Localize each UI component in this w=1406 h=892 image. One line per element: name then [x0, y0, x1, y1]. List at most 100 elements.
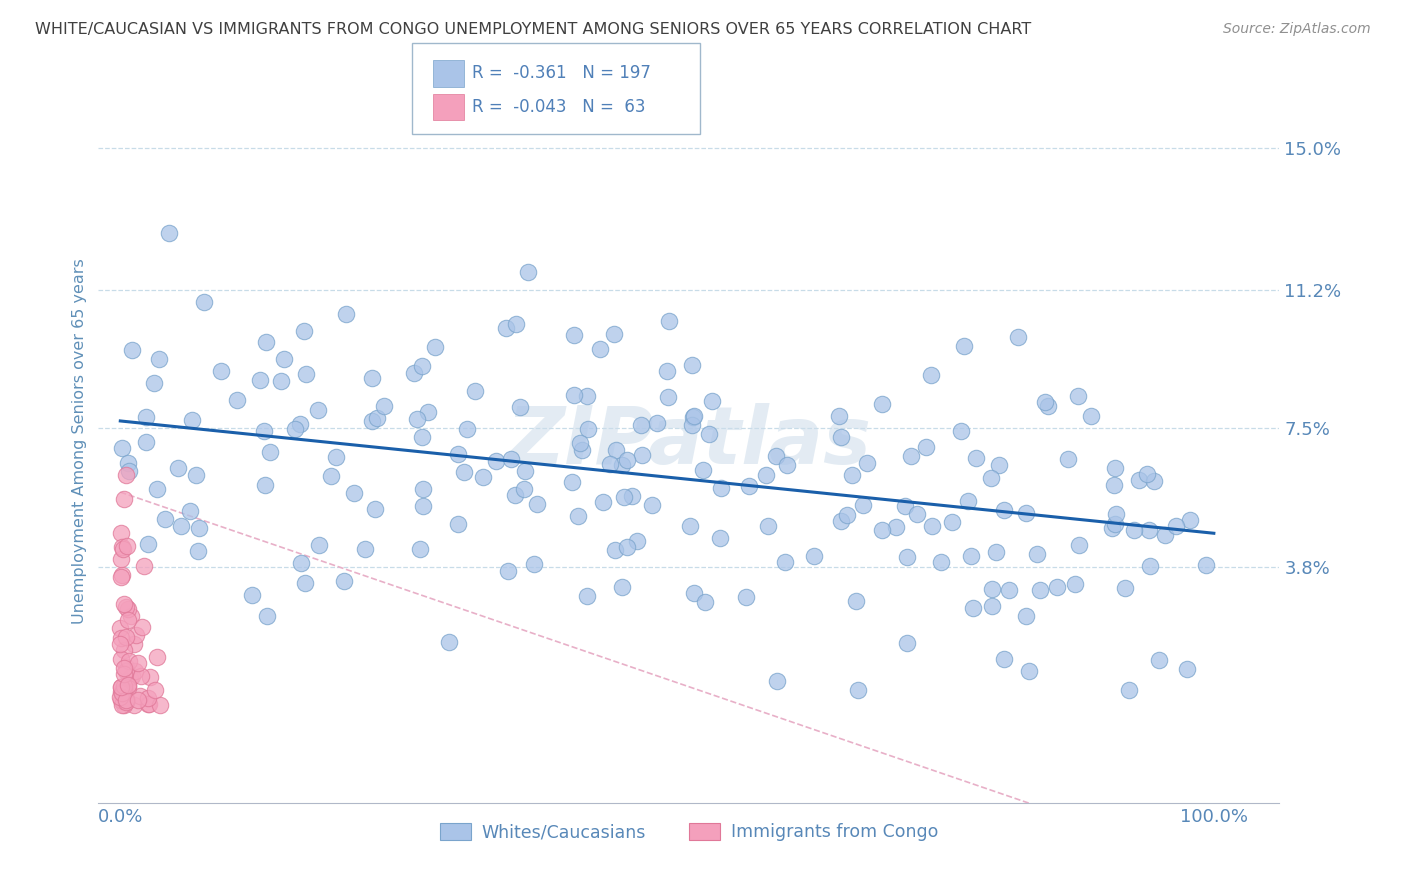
Point	[142, 376, 165, 390]
Point	[776, 458, 799, 473]
Point	[117, 678, 139, 692]
Point	[773, 555, 796, 569]
Point	[1015, 506, 1038, 520]
Point	[513, 483, 536, 497]
Point	[146, 650, 169, 665]
Point	[138, 670, 160, 684]
Point	[402, 366, 425, 380]
Point	[111, 568, 134, 582]
Point	[1136, 467, 1159, 481]
Point	[828, 409, 851, 424]
Point	[709, 531, 731, 545]
Text: R =  -0.361   N = 197: R = -0.361 N = 197	[472, 64, 651, 82]
Point	[1139, 559, 1161, 574]
Point	[121, 343, 143, 357]
Point	[516, 265, 538, 279]
Point	[645, 417, 668, 431]
Point	[131, 620, 153, 634]
Legend: Whites/Caucasians, Immigrants from Congo: Whites/Caucasians, Immigrants from Congo	[433, 816, 945, 848]
Point	[254, 334, 277, 349]
Point	[702, 394, 724, 409]
Point	[132, 558, 155, 573]
Point	[110, 690, 132, 705]
Point	[115, 599, 138, 614]
Point	[148, 352, 170, 367]
Point	[110, 686, 132, 700]
Point	[117, 456, 139, 470]
Point	[110, 637, 132, 651]
Point	[110, 685, 132, 699]
Point	[112, 597, 135, 611]
Point	[110, 681, 132, 695]
Point	[1128, 473, 1150, 487]
Point	[561, 475, 583, 489]
Point	[1149, 652, 1171, 666]
Point	[273, 352, 295, 367]
Point	[118, 654, 141, 668]
Point	[1178, 513, 1201, 527]
Point	[681, 417, 703, 432]
Point	[411, 359, 433, 373]
Point	[605, 442, 627, 457]
Point	[896, 636, 918, 650]
Point	[1122, 523, 1144, 537]
Point	[1104, 477, 1126, 491]
Point	[884, 520, 907, 534]
Point	[124, 664, 146, 678]
Point	[335, 307, 357, 321]
Point	[1063, 577, 1085, 591]
Point	[110, 631, 132, 645]
Point	[167, 460, 190, 475]
Point	[290, 556, 312, 570]
Point	[929, 555, 952, 569]
Point	[292, 324, 315, 338]
Point	[1007, 330, 1029, 344]
Point	[143, 683, 166, 698]
Point	[1046, 580, 1069, 594]
Point	[117, 679, 139, 693]
Point	[949, 424, 972, 438]
Point	[993, 652, 1015, 666]
Point	[592, 495, 614, 509]
Point	[980, 599, 1002, 614]
Point	[658, 314, 681, 328]
Point	[1104, 460, 1126, 475]
Point	[626, 534, 648, 549]
Point	[294, 576, 316, 591]
Point	[603, 542, 626, 557]
Point	[111, 698, 134, 713]
Point	[121, 669, 143, 683]
Point	[373, 400, 395, 414]
Point	[1175, 662, 1198, 676]
Point	[127, 692, 149, 706]
Point	[270, 374, 292, 388]
Point	[170, 518, 193, 533]
Point	[682, 410, 704, 425]
Point	[118, 464, 141, 478]
Point	[406, 411, 429, 425]
Text: Source: ZipAtlas.com: Source: ZipAtlas.com	[1223, 22, 1371, 37]
Point	[921, 519, 943, 533]
Point	[571, 443, 593, 458]
Point	[110, 570, 132, 584]
Point	[852, 498, 875, 512]
Point	[110, 680, 132, 694]
Point	[1018, 665, 1040, 679]
Point	[120, 608, 142, 623]
Point	[485, 453, 508, 467]
Point	[111, 684, 134, 698]
Point	[294, 367, 316, 381]
Point	[710, 481, 733, 495]
Point	[755, 467, 778, 482]
Point	[226, 392, 249, 407]
Point	[1056, 451, 1078, 466]
Point	[589, 342, 612, 356]
Point	[1105, 507, 1128, 521]
Point	[188, 521, 211, 535]
Point	[735, 590, 758, 604]
Point	[411, 429, 433, 443]
Point	[682, 586, 704, 600]
Point	[803, 549, 825, 563]
Point	[681, 359, 703, 373]
Point	[120, 671, 142, 685]
